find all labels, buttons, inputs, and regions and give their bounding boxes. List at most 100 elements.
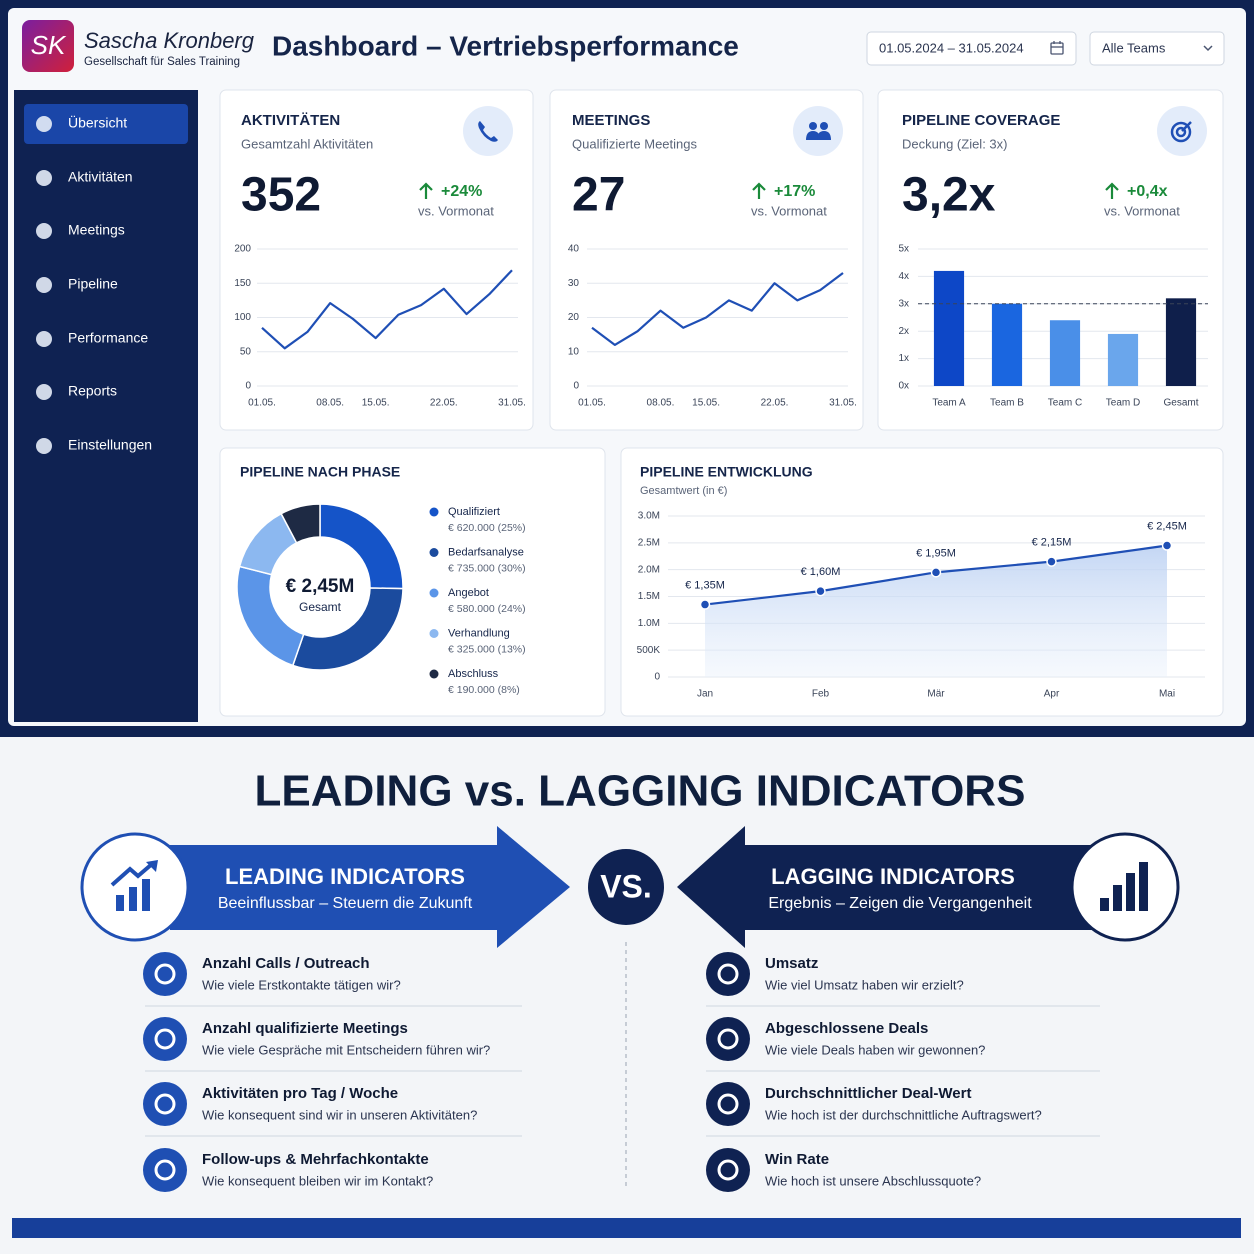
item-title: Anzahl Calls / Outreach xyxy=(202,955,370,972)
item-icon xyxy=(143,1082,187,1126)
nav-item[interactable]: Einstellungen xyxy=(68,437,152,453)
y-tick-label: 100 xyxy=(234,312,251,323)
kpi-change: +24% xyxy=(441,183,482,200)
x-tick-label: 31.05. xyxy=(829,398,857,409)
card xyxy=(219,447,606,717)
phone-icon xyxy=(478,121,498,142)
item-glyph xyxy=(154,1093,176,1115)
center-label: Gesamt xyxy=(299,600,342,614)
nav-icon xyxy=(36,170,52,186)
x-tick-label: 01.05. xyxy=(578,398,606,409)
y-tick-label: 200 xyxy=(234,244,251,255)
x-tick-label: 01.05. xyxy=(248,398,276,409)
x-tick-label: 22.05. xyxy=(430,398,458,409)
kpi-subtitle: Qualifizierte Meetings xyxy=(572,136,697,151)
item-title: Abgeschlossene Deals xyxy=(765,1020,928,1037)
item-glyph xyxy=(717,1159,739,1181)
nav-item[interactable]: Reports xyxy=(68,383,117,399)
item-glyph xyxy=(154,1159,176,1181)
people-icon xyxy=(806,122,831,140)
point xyxy=(930,567,942,578)
item-title: Umsatz xyxy=(765,955,818,972)
nav-icon xyxy=(36,223,52,239)
target-icon xyxy=(1170,121,1192,143)
legend-value: € 620.000 (25%) xyxy=(448,522,526,534)
vs-label: VS. xyxy=(600,868,652,904)
x-tick-label: Jan xyxy=(697,689,713,700)
y-tick-label: 3x xyxy=(898,298,909,309)
legend-value: € 735.000 (30%) xyxy=(448,562,526,574)
item-question: Wie konsequent bleiben wir im Kontakt? xyxy=(202,1173,433,1188)
item-title: Follow-ups & Mehrfachkontakte xyxy=(202,1151,429,1168)
y-tick-label: 2.5M xyxy=(638,537,660,548)
x-tick-label: 22.05. xyxy=(761,398,789,409)
x-tick-label: 31.05. xyxy=(498,398,526,409)
kpi-icon xyxy=(463,106,513,156)
card xyxy=(549,89,864,431)
legend-label: Bedarfsanalyse xyxy=(448,546,524,558)
lagging-title: LAGGING INDICATORS xyxy=(771,864,1015,889)
kpi-comparison: vs. Vormonat xyxy=(751,203,827,218)
item-icon xyxy=(706,952,750,996)
legend-label: Angebot xyxy=(448,587,489,599)
nav-item[interactable]: Meetings xyxy=(68,222,125,238)
area xyxy=(705,545,1167,677)
point xyxy=(699,599,711,610)
x-tick-label: Team B xyxy=(990,398,1024,409)
kpi-icon xyxy=(793,106,843,156)
y-tick-label: 50 xyxy=(240,346,252,357)
legend-value: € 325.000 (13%) xyxy=(448,643,526,655)
item-glyph xyxy=(717,963,739,985)
value-label: € 2,45M xyxy=(1147,520,1187,532)
nav-icon xyxy=(36,384,52,400)
logo-box xyxy=(22,20,74,72)
kpi-value: 352 xyxy=(241,169,321,222)
y-tick-label: 5x xyxy=(898,244,909,255)
kpi-title: AKTIVITÄTEN xyxy=(241,112,340,129)
nav-item[interactable]: Pipeline xyxy=(68,276,118,292)
date-range[interactable]: 01.05.2024 – 31.05.2024 xyxy=(879,40,1024,55)
legend-dot xyxy=(429,669,439,679)
x-tick-label: Team C xyxy=(1048,398,1082,409)
y-tick-label: 4x xyxy=(898,271,909,282)
item-icon xyxy=(143,952,187,996)
nav-item[interactable]: Übersicht xyxy=(68,114,127,131)
chart-title: PIPELINE NACH PHASE xyxy=(240,464,400,480)
legend-label: Qualifiziert xyxy=(448,506,500,518)
kpi-change: +0,4x xyxy=(1127,183,1168,200)
lagging-arrow xyxy=(677,826,1110,948)
nav-icon xyxy=(36,331,52,347)
x-tick-label: Team D xyxy=(1106,398,1140,409)
y-tick-label: 40 xyxy=(568,244,580,255)
kpi-title: MEETINGS xyxy=(572,112,650,129)
brand: Sascha Kronberg xyxy=(84,28,255,53)
date-picker[interactable] xyxy=(866,31,1077,66)
y-tick-label: 0x xyxy=(898,381,909,392)
page-title: Dashboard – Vertriebsperformance xyxy=(272,30,739,61)
bar xyxy=(1107,333,1139,386)
item-icon xyxy=(706,1148,750,1192)
item-question: Wie konsequent sind wir in unseren Aktiv… xyxy=(202,1107,477,1122)
growth-icon xyxy=(110,860,158,911)
value-label: € 1,60M xyxy=(801,566,841,578)
value-label: € 2,15M xyxy=(1032,537,1072,549)
item-glyph xyxy=(154,963,176,985)
infographic-bg xyxy=(0,737,1254,1254)
sidebar xyxy=(14,90,198,722)
nav-item[interactable]: Aktivitäten xyxy=(68,169,133,185)
up-arrow xyxy=(752,182,766,199)
x-tick-label: Apr xyxy=(1044,689,1060,700)
team-filter[interactable]: Alle Teams xyxy=(1102,40,1166,55)
kpi-subtitle: Deckung (Ziel: 3x) xyxy=(902,136,1007,151)
team-select[interactable] xyxy=(1089,31,1225,66)
center-value: € 2,45M xyxy=(286,576,355,597)
kpi-comparison: vs. Vormonat xyxy=(418,203,494,218)
y-tick-label: 2.0M xyxy=(638,564,660,575)
legend-label: Verhandlung xyxy=(448,627,510,639)
nav-item[interactable]: Performance xyxy=(68,330,148,346)
item-question: Wie viele Erstkontakte tätigen wir? xyxy=(202,977,401,992)
x-tick-label: Mär xyxy=(927,689,945,700)
kpi-value: 3,2x xyxy=(902,169,996,222)
tagline: Gesellschaft für Sales Training xyxy=(84,56,240,68)
